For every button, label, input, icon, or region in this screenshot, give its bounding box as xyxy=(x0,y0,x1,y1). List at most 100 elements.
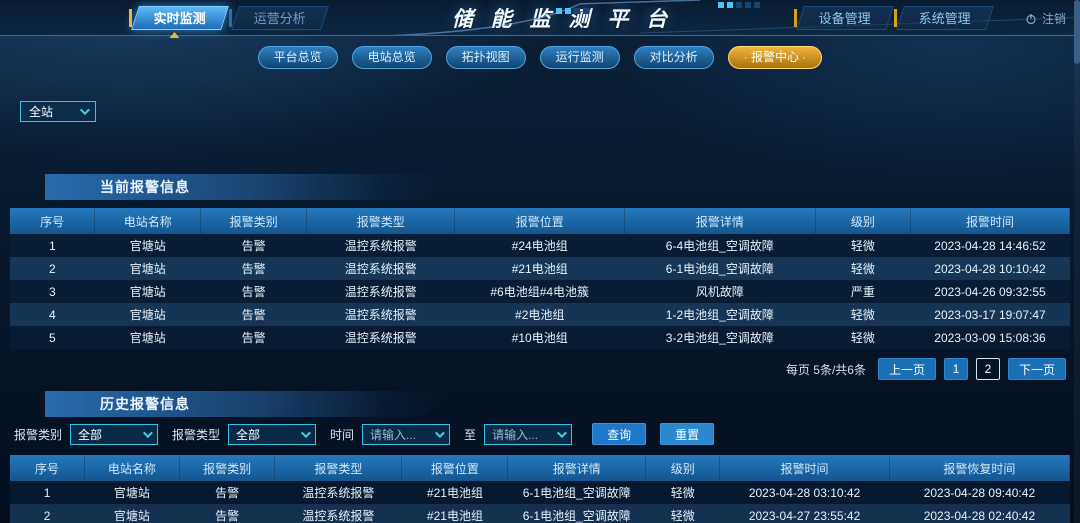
table-cell: 2 xyxy=(49,261,56,276)
table-row[interactable]: 2 官塘站 告警 温控系统报警 #21电池组 6-1电池组_空调故障 轻微 2023-04-2… xyxy=(10,257,1070,280)
table-cell: 告警 xyxy=(215,486,240,500)
table-row[interactable]: 3 官塘站 告警 温控系统报警 #6电池组#4电池簇 风机故障 严重 2023-04-26 0… xyxy=(10,280,1070,303)
column-header: 序号 xyxy=(10,455,85,481)
table-row[interactable]: 1 官塘站 告警 温控系统报警 #21电池组 6-1电池组_空调故障 轻微 2023-04-2… xyxy=(10,481,1070,504)
chevron-down-icon xyxy=(300,427,311,438)
column-header: 级别 xyxy=(645,455,721,481)
chevron-down-icon xyxy=(557,427,567,438)
slash-decor-icon xyxy=(794,8,798,27)
table-row[interactable]: 1 官塘站 告警 温控系统报警 #24电池组 6-4电池组_空调故障 轻微 2023-04-2… xyxy=(10,234,1070,257)
tab-realtime-monitoring[interactable]: 实时监测 xyxy=(129,5,229,38)
logout-button[interactable]: 注销 xyxy=(1025,10,1066,27)
slash-decal-icon xyxy=(18,399,33,414)
table-cell: #2电池组 xyxy=(515,308,565,322)
column-header: 报警恢复时间 xyxy=(889,455,1071,481)
table-header-row: 序号 电站名称 报警类别 报警类型 报警位置 报警详情 级别 报警时间 报警恢复时间 xyxy=(10,455,1071,481)
top-nav: 实时监测 运营分析 储 能 监 测 平 台 设备管理 系统管理 xyxy=(0,0,1080,38)
table-row[interactable]: 5 官塘站 告警 温控系统报警 #10电池组 3-2电池组_空调故障 轻微 2023-03-0… xyxy=(10,326,1070,349)
table-cell: 官塘站 xyxy=(129,262,166,276)
history-alarms-table: 序号 电站名称 报警类别 报警类型 报警位置 报警详情 级别 报警时间 报警恢复时间 1 官塘站告… xyxy=(10,455,1071,523)
table-row[interactable]: 2 官塘站 告警 温控系统报警 #21电池组 6-1电池组_空调故障 轻微 2023-04-2… xyxy=(10,504,1070,523)
table-cell: 2023-04-28 14:46:52 xyxy=(934,238,1046,253)
current-alarms-title-bar: 当前报警信息 xyxy=(45,174,445,200)
table-cell: 官塘站 xyxy=(113,486,150,500)
table-cell: 2023-04-28 09:40:42 xyxy=(923,485,1036,500)
table-cell: 6-1电池组_空调故障 xyxy=(665,262,774,276)
subnav: 平台总览 电站总览 拓扑视图 运行监测 对比分析 报警中心 xyxy=(0,36,1080,78)
table-cell: #21电池组 xyxy=(426,509,483,523)
subnav-station-overview[interactable]: 电站总览 xyxy=(351,45,432,69)
tab-device-management[interactable]: 设备管理 xyxy=(794,5,894,30)
table-cell: 轻微 xyxy=(670,509,695,523)
table-cell: 风机故障 xyxy=(695,285,744,299)
tab-label: 实时监测 xyxy=(153,10,206,26)
page-1-button[interactable]: 1 xyxy=(943,358,968,380)
search-button[interactable]: 查询 xyxy=(592,423,647,445)
table-cell: 6-4电池组_空调故障 xyxy=(665,239,774,253)
subnav-topology-view[interactable]: 拓扑视图 xyxy=(445,45,526,69)
history-alarms-section: 历史报警信息 报警类别 全部 报警类型 全部 时间 请输入... 至 请输入..… xyxy=(0,391,1080,523)
time-to-input[interactable]: 请输入... xyxy=(484,423,573,445)
table-cell: 温控系统报警 xyxy=(302,486,375,500)
column-header: 报警类型 xyxy=(306,208,456,234)
table-cell: 2023-04-28 02:40:42 xyxy=(923,508,1036,523)
table-cell: 2023-03-17 19:07:47 xyxy=(934,307,1046,322)
table-cell: 6-1电池组_空调故障 xyxy=(522,509,631,523)
table-cell: 温控系统报警 xyxy=(344,239,417,253)
column-header: 报警类型 xyxy=(274,455,403,481)
table-cell: 告警 xyxy=(241,308,266,322)
tab-label: 运营分析 xyxy=(253,10,306,26)
slash-decor-icon xyxy=(894,8,898,27)
subnav-platform-overview[interactable]: 平台总览 xyxy=(257,45,338,69)
active-tab-arrow-icon xyxy=(169,31,180,38)
subnav-alarm-center[interactable]: 报警中心 xyxy=(727,45,823,69)
filter-category-label: 报警类别 xyxy=(14,427,63,442)
table-row[interactable]: 4 官塘站 告警 温控系统报警 #2电池组 1-2电池组_空调故障 轻微 2023-03-17… xyxy=(10,303,1070,326)
column-header: 电站名称 xyxy=(84,455,181,481)
table-cell: 1-2电池组_空调故障 xyxy=(665,308,774,322)
table-cell: 轻微 xyxy=(850,331,875,345)
time-from-placeholder: 请输入... xyxy=(370,427,417,442)
table-cell: 3 xyxy=(49,284,56,299)
next-page-button[interactable]: 下一页 xyxy=(1007,358,1066,380)
filter-type-value: 全部 xyxy=(236,427,261,442)
alarm-filters: 报警类别 全部 报警类型 全部 时间 请输入... 至 请输入... 查询 重置 xyxy=(14,417,1080,451)
subnav-operation-monitoring[interactable]: 运行监测 xyxy=(539,45,620,69)
tab-operation-analysis[interactable]: 运营分析 xyxy=(229,5,329,30)
tab-system-management[interactable]: 系统管理 xyxy=(894,5,994,30)
filter-category-select[interactable]: 全部 xyxy=(70,423,159,445)
scrollbar-thumb[interactable] xyxy=(1074,0,1080,64)
table-cell: 温控系统报警 xyxy=(344,285,417,299)
table-cell: 官塘站 xyxy=(129,285,166,299)
chevron-down-icon xyxy=(142,427,153,438)
filter-type-select[interactable]: 全部 xyxy=(228,423,317,445)
table-cell: #21电池组 xyxy=(511,262,568,276)
time-from-input[interactable]: 请输入... xyxy=(362,423,451,445)
table-cell: 轻微 xyxy=(670,486,695,500)
decor-squares xyxy=(718,2,760,8)
filter-time-label: 时间 xyxy=(330,427,355,442)
table-cell: 告警 xyxy=(241,285,266,299)
tab-label: 系统管理 xyxy=(918,10,971,26)
column-header: 报警类别 xyxy=(200,208,308,234)
scrollbar[interactable] xyxy=(1074,0,1080,523)
current-alarms-section: 当前报警信息 序号 电站名称 报警类别 报警类型 报警位置 报警详情 级别 报警时间 1 官塘站… xyxy=(0,174,1080,381)
table-cell: 官塘站 xyxy=(129,331,166,345)
column-header: 序号 xyxy=(10,208,96,234)
section-title: 历史报警信息 xyxy=(100,396,190,412)
reset-button[interactable]: 重置 xyxy=(660,423,715,445)
station-select-value: 全站 xyxy=(29,105,54,119)
prev-page-button[interactable]: 上一页 xyxy=(877,358,936,380)
table-cell: #24电池组 xyxy=(511,239,568,253)
column-header: 报警位置 xyxy=(454,208,625,234)
column-header: 报警位置 xyxy=(401,455,509,481)
station-select[interactable]: 全站 xyxy=(20,101,96,122)
table-cell: #10电池组 xyxy=(511,331,568,345)
subnav-comparison-analysis[interactable]: 对比分析 xyxy=(633,45,714,69)
table-cell: 4 xyxy=(49,307,56,322)
table-cell: 6-1电池组_空调故障 xyxy=(522,486,631,500)
pagination: 每页 5条/共6条 上一页 1 2 下一页 xyxy=(0,357,1066,381)
column-header: 报警类别 xyxy=(179,455,276,481)
page-2-button[interactable]: 2 xyxy=(975,358,1000,380)
